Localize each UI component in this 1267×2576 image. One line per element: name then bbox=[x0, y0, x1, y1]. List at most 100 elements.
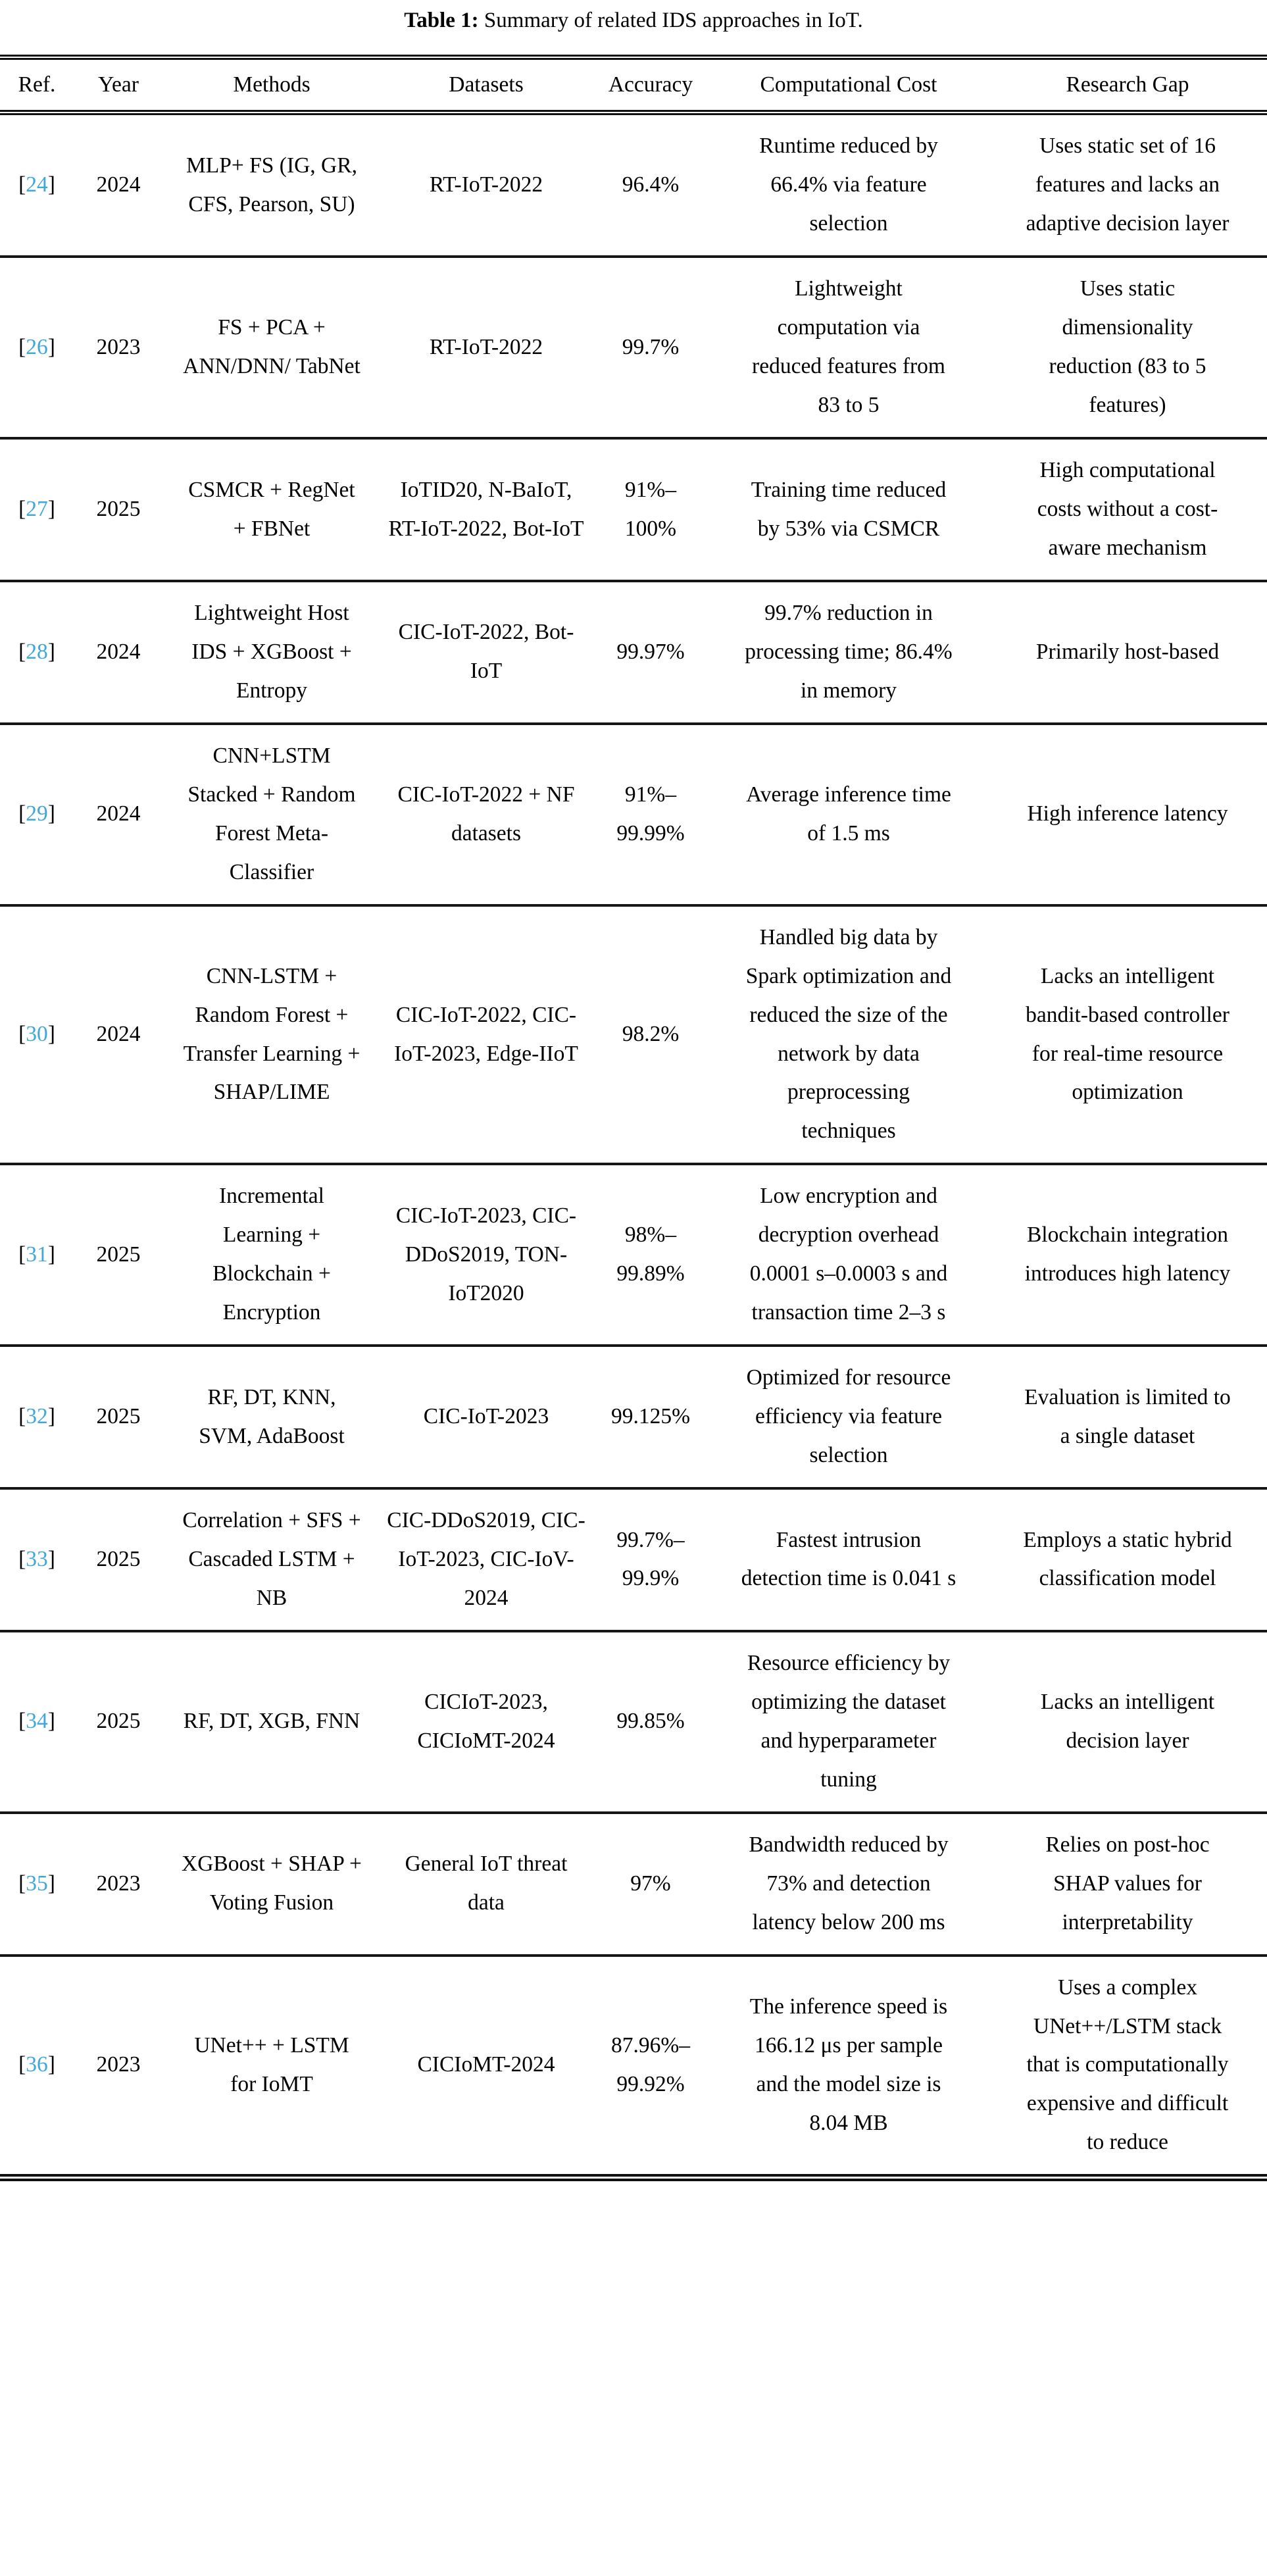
ref-cell: [33] bbox=[0, 1488, 74, 1631]
accuracy-cell: 98.2% bbox=[622, 1022, 680, 1047]
table-caption: Table 1: Summary of related IDS approach… bbox=[0, 7, 1267, 35]
datasets-cell: CIC-IoT-2022, Bot-IoT bbox=[398, 620, 574, 684]
datasets-cell: CIC-IoT-2022, CIC-IoT-2023, Edge-IIoT bbox=[394, 1002, 578, 1066]
year-cell: 2025 bbox=[96, 1404, 141, 1429]
ref-cell: [34] bbox=[0, 1631, 74, 1813]
datasets-cell: CICIoT-2023, CICIoMT-2024 bbox=[417, 1689, 555, 1753]
citation-close-bracket: ] bbox=[47, 2052, 55, 2077]
accuracy-cell: 98%– 99.89% bbox=[616, 1223, 685, 1286]
citation-open-bracket: [ bbox=[18, 1022, 26, 1047]
citation-link[interactable]: 34 bbox=[26, 1709, 48, 1734]
citation-link[interactable]: 29 bbox=[26, 801, 48, 826]
citation-open-bracket: [ bbox=[18, 1547, 26, 1571]
datasets-cell: General IoT threat data bbox=[405, 1852, 568, 1915]
citation-open-bracket: [ bbox=[18, 801, 26, 826]
methods-cell: XGBoost + SHAP + Voting Fusion bbox=[182, 1852, 362, 1915]
ref-cell: [28] bbox=[0, 581, 74, 724]
ids-summary-table: Ref. Year Methods Datasets Accuracy Comp… bbox=[0, 54, 1267, 2182]
citation-link[interactable]: 32 bbox=[26, 1404, 48, 1429]
accuracy-cell: 87.96%– 99.92% bbox=[610, 2033, 691, 2096]
citation-link[interactable]: 36 bbox=[26, 2052, 48, 2077]
ref-cell: [27] bbox=[0, 438, 74, 581]
citation-link[interactable]: 24 bbox=[26, 172, 48, 197]
methods-cell: RF, DT, XGB, FNN bbox=[183, 1709, 360, 1734]
research-gap-cell: Uses a complex UNet++/LSTM stack that is… bbox=[1026, 1975, 1229, 2155]
citation-link[interactable]: 30 bbox=[26, 1022, 48, 1047]
datasets-cell: CIC-IoT-2023 bbox=[423, 1404, 549, 1429]
ref-cell: [35] bbox=[0, 1813, 74, 1956]
datasets-cell: CIC-IoT-2022 + NF datasets bbox=[397, 782, 575, 846]
citation-open-bracket: [ bbox=[18, 172, 26, 197]
citation-link[interactable]: 31 bbox=[26, 1242, 48, 1267]
citation-link[interactable]: 28 bbox=[26, 639, 48, 664]
ref-cell: [36] bbox=[0, 1956, 74, 2178]
table-row: [27] 2025 CSMCR + RegNet + FBNet IoTID20… bbox=[0, 438, 1267, 581]
citation-link[interactable]: 27 bbox=[26, 497, 48, 522]
methods-cell: FS + PCA + ANN/DNN/ TabNet bbox=[183, 315, 360, 379]
accuracy-cell: 91%– 99.99% bbox=[616, 782, 685, 846]
table-row: [28] 2024 Lightweight Host IDS + XGBoost… bbox=[0, 580, 1267, 724]
citation-close-bracket: ] bbox=[47, 1871, 55, 1896]
computational-cost-cell: Bandwidth reduced by 73% and detection l… bbox=[749, 1832, 949, 1934]
table-row: [24] 2024 MLP+ FS (IG, GR, CFS, Pearson,… bbox=[0, 113, 1267, 257]
citation-link[interactable]: 33 bbox=[26, 1547, 48, 1571]
research-gap-cell: High inference latency bbox=[1027, 801, 1228, 826]
computational-cost-cell: Optimized for resource efficiency via fe… bbox=[746, 1365, 951, 1468]
table-row: [32] 2025 RF, DT, KNN, SVM, AdaBoost CIC… bbox=[0, 1346, 1267, 1488]
year-cell: 2023 bbox=[96, 2052, 141, 2077]
year-cell: 2024 bbox=[96, 801, 141, 826]
citation-close-bracket: ] bbox=[47, 497, 55, 522]
citation-open-bracket: [ bbox=[18, 1871, 26, 1896]
ref-cell: [26] bbox=[0, 257, 74, 438]
methods-cell: CNN-LSTM + Random Forest + Transfer Lear… bbox=[183, 963, 360, 1105]
citation-open-bracket: [ bbox=[18, 2052, 26, 2077]
table-row: [26] 2023 FS + PCA + ANN/DNN/ TabNet RT-… bbox=[0, 257, 1267, 438]
citation-link[interactable]: 26 bbox=[26, 334, 48, 359]
methods-cell: RF, DT, KNN, SVM, AdaBoost bbox=[199, 1384, 345, 1448]
year-cell: 2025 bbox=[96, 1242, 141, 1267]
datasets-cell: RT-IoT-2022 bbox=[429, 172, 543, 197]
col-header-methods: Methods bbox=[163, 57, 380, 116]
accuracy-cell: 96.4% bbox=[622, 172, 680, 197]
year-cell: 2023 bbox=[96, 1871, 141, 1896]
table-row: [31] 2025 Incremental Learning + Blockch… bbox=[0, 1164, 1267, 1346]
research-gap-cell: Lacks an intelligent bandit-based contro… bbox=[1026, 963, 1230, 1105]
accuracy-cell: 99.7% bbox=[622, 334, 680, 359]
computational-cost-cell: Resource efficiency by optimizing the da… bbox=[747, 1650, 951, 1792]
year-cell: 2025 bbox=[96, 1709, 141, 1734]
col-header-accuracy: Accuracy bbox=[592, 57, 709, 116]
table-body: [24] 2024 MLP+ FS (IG, GR, CFS, Pearson,… bbox=[0, 113, 1267, 2177]
computational-cost-cell: 99.7% reduction in processing time; 86.4… bbox=[745, 600, 953, 703]
year-cell: 2024 bbox=[96, 639, 141, 664]
citation-open-bracket: [ bbox=[18, 497, 26, 522]
citation-close-bracket: ] bbox=[47, 1547, 55, 1571]
methods-cell: Lightweight Host IDS + XGBoost + Entropy bbox=[191, 600, 352, 703]
citation-open-bracket: [ bbox=[18, 1242, 26, 1267]
methods-cell: UNet++ + LSTM for IoMT bbox=[194, 2033, 349, 2096]
research-gap-cell: Uses static set of 16 features and lacks… bbox=[1026, 134, 1230, 236]
citation-open-bracket: [ bbox=[18, 334, 26, 359]
accuracy-cell: 99.97% bbox=[616, 639, 685, 664]
ref-cell: [24] bbox=[0, 113, 74, 257]
accuracy-cell: 91%– 100% bbox=[624, 477, 677, 541]
accuracy-cell: 97% bbox=[630, 1871, 671, 1896]
citation-link[interactable]: 35 bbox=[26, 1871, 48, 1896]
methods-cell: MLP+ FS (IG, GR, CFS, Pearson, SU) bbox=[186, 153, 357, 216]
research-gap-cell: Blockchain integration introduces high l… bbox=[1024, 1223, 1231, 1286]
table-row: [36] 2023 UNet++ + LSTM for IoMT CICIoMT… bbox=[0, 1955, 1267, 2178]
research-gap-cell: High computational costs without a cost-… bbox=[1037, 458, 1218, 561]
methods-cell: Incremental Learning + Blockchain + Encr… bbox=[212, 1184, 331, 1325]
methods-cell: CNN+LSTM Stacked + Random Forest Meta-Cl… bbox=[187, 743, 356, 884]
datasets-cell: CIC-DDoS2019, CIC-IoT-2023, CIC-IoV-2024 bbox=[387, 1508, 585, 1610]
citation-close-bracket: ] bbox=[47, 1022, 55, 1047]
datasets-cell: RT-IoT-2022 bbox=[429, 334, 543, 359]
year-cell: 2025 bbox=[96, 1547, 141, 1571]
accuracy-cell: 99.125% bbox=[610, 1404, 691, 1429]
year-cell: 2024 bbox=[96, 1022, 141, 1047]
year-cell: 2025 bbox=[96, 497, 141, 522]
citation-close-bracket: ] bbox=[47, 1242, 55, 1267]
col-header-research-gap: Research Gap bbox=[988, 57, 1267, 116]
citation-open-bracket: [ bbox=[18, 639, 26, 664]
col-header-ref: Ref. bbox=[0, 57, 74, 116]
table-caption-text: Summary of related IDS approaches in IoT… bbox=[484, 9, 863, 32]
